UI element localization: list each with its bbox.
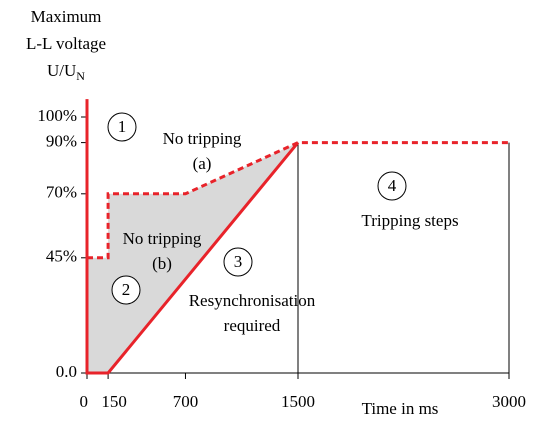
y-tick-label: 0.0	[56, 362, 77, 381]
y-tick-label: 70%	[46, 183, 77, 202]
x-tick-label: 0	[80, 392, 89, 411]
region-number: 2	[122, 280, 131, 299]
region-number: 4	[388, 176, 397, 195]
no-trip-area	[87, 142, 298, 373]
x-tick-label: 150	[101, 392, 127, 411]
annotation: Tripping steps	[361, 211, 458, 230]
limit-line	[85, 99, 300, 375]
y-tick-label: 100%	[37, 106, 77, 125]
x-axis-label: Time in ms	[362, 399, 439, 418]
x-tick-label: 700	[173, 392, 199, 411]
unit-main: U/U	[47, 61, 76, 80]
region-number: 1	[118, 117, 127, 136]
x-tick-label: 1500	[281, 392, 315, 411]
y-tick-label: 45%	[46, 247, 77, 266]
y-axis-unit: U/UN	[47, 61, 85, 83]
unit-sub: N	[76, 69, 85, 83]
region-circle	[107, 112, 137, 142]
x-tick-label: 3000	[492, 392, 526, 411]
annotation: (a)	[193, 154, 212, 173]
annotation: (b)	[152, 254, 172, 273]
region-circle	[111, 275, 141, 305]
y-axis-label: L-L voltage	[26, 34, 106, 53]
y-axis-label: Maximum	[31, 7, 102, 26]
region-number: 3	[234, 252, 243, 271]
y-tick-label: 90%	[46, 132, 77, 151]
limit-line	[87, 141, 509, 260]
annotation: Resynchronisation	[189, 291, 316, 310]
annotation: No tripping	[123, 229, 202, 248]
region-circle	[377, 171, 407, 201]
annotation: No tripping	[163, 129, 242, 148]
region-circle	[223, 247, 253, 277]
annotation: required	[224, 316, 281, 335]
